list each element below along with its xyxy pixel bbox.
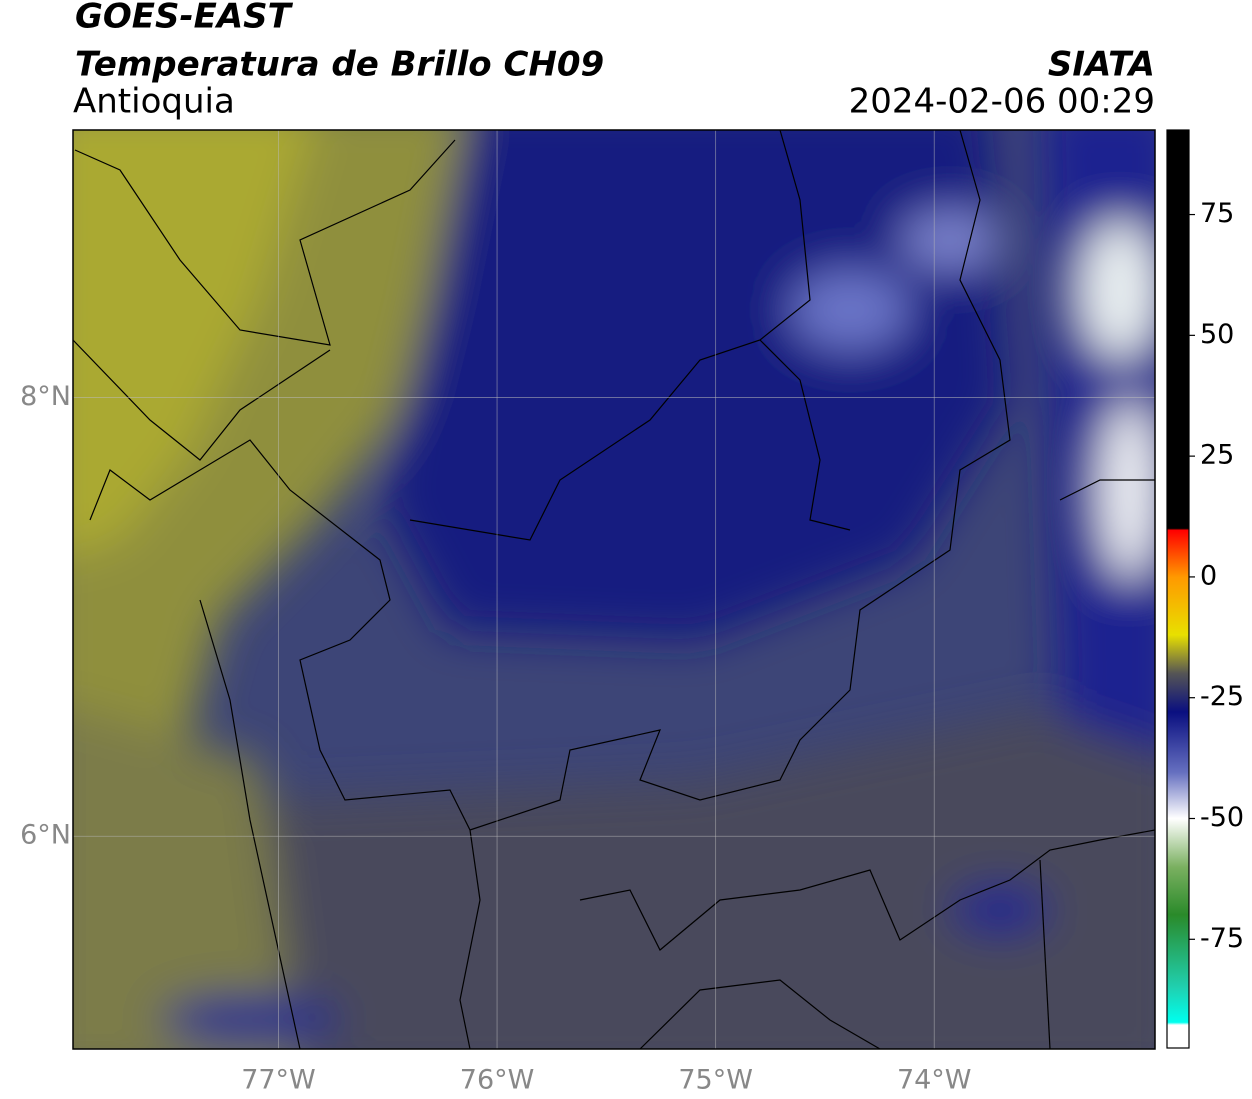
map-frame [72, 129, 1156, 1050]
x-tick-label: 77°W [241, 1065, 316, 1096]
borders [73, 130, 1155, 1049]
subtitle: Temperatura de Brillo CH09 [75, 45, 604, 85]
colorbar-tick-label: -25 [1200, 681, 1244, 712]
datetime: 2024-02-06 00:29 [849, 82, 1155, 122]
y-tick-label: 8°N [20, 381, 71, 412]
x-tick-label: 75°W [678, 1065, 753, 1096]
source: SIATA [1048, 45, 1155, 85]
colorbar-tick-label: -50 [1200, 802, 1244, 833]
title: GOES-EAST [75, 0, 294, 37]
colorbar-tick-label: 50 [1200, 319, 1234, 350]
region: Antioquia [73, 82, 235, 122]
grid [73, 130, 1155, 1049]
x-tick-label: 74°W [897, 1065, 972, 1096]
colorbar-tick-label: 0 [1200, 560, 1217, 591]
satellite-image [73, 130, 1155, 1049]
colorbar-tick-label: 75 [1200, 198, 1234, 229]
colorbar-tick-label: 25 [1200, 440, 1234, 471]
x-tick-label: 76°W [460, 1065, 535, 1096]
colorbar-tick-label: -75 [1200, 923, 1244, 954]
colorbar [1166, 129, 1190, 1049]
y-tick-label: 6°N [20, 820, 71, 851]
